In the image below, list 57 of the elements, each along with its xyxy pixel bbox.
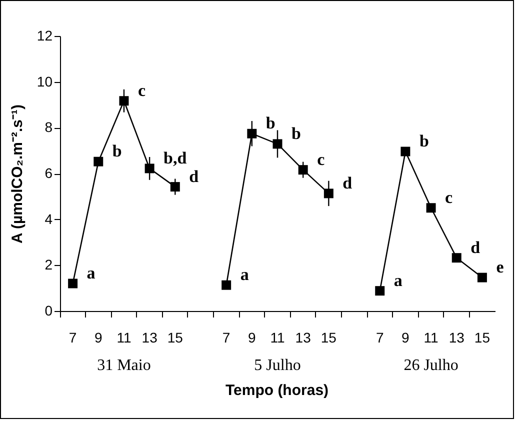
- y-tick-label: 6: [44, 165, 53, 181]
- x-tick-label: 13: [448, 330, 465, 346]
- x-tick-label: 9: [94, 330, 102, 346]
- data-label: b: [292, 124, 301, 143]
- point: [119, 96, 129, 106]
- point: [324, 188, 334, 198]
- point: [272, 139, 282, 149]
- point: [170, 182, 180, 192]
- point: [298, 165, 308, 175]
- y-tick-label: 2: [44, 256, 53, 273]
- x-tick-label: 9: [248, 330, 256, 346]
- data-label: b,d: [164, 148, 188, 168]
- data-label: d: [342, 173, 353, 192]
- y-tick-label: 10: [36, 73, 53, 90]
- point: [426, 203, 436, 213]
- data-label: a: [394, 270, 403, 290]
- y-tick-label: 0: [44, 302, 53, 318]
- x-tick-label: 15: [474, 330, 490, 346]
- point: [375, 286, 385, 296]
- x-tick-label: 15: [167, 330, 184, 346]
- data-label: d: [189, 166, 200, 186]
- point: [477, 272, 487, 282]
- x-tick-label: 7: [376, 330, 384, 346]
- text: 26 Julho: [404, 357, 458, 374]
- data-label: d: [470, 238, 481, 257]
- data-label: e: [496, 258, 504, 277]
- x-tick-label: 13: [295, 330, 312, 346]
- text: 5 Julho: [254, 357, 301, 374]
- x-axis-title: Tempo (horas): [225, 382, 329, 399]
- data-label: a: [86, 264, 96, 282]
- point: [452, 253, 462, 263]
- x-tick-label: 11: [116, 330, 132, 346]
- x-tick-label: 7: [68, 330, 77, 346]
- data-label: c: [317, 150, 326, 169]
- x-tick-label: 9: [402, 330, 410, 346]
- point: [247, 128, 257, 138]
- point: [400, 146, 410, 156]
- y-tick-label: 12: [36, 28, 53, 44]
- data-label: c: [138, 80, 146, 100]
- x-tick-label: 15: [320, 330, 337, 346]
- data-label: b: [112, 142, 122, 161]
- point: [68, 278, 78, 288]
- point: [94, 156, 104, 166]
- data-label: b: [419, 132, 429, 150]
- data-label: b: [266, 114, 276, 133]
- point: [144, 164, 154, 174]
- point: [222, 280, 232, 290]
- x-tick-label: 11: [270, 330, 285, 346]
- y-tick-label: 8: [44, 119, 53, 136]
- y-tick-label: 4: [44, 210, 53, 227]
- x-tick-label: 11: [424, 330, 439, 346]
- x-tick-label: 7: [222, 330, 230, 346]
- data-label: c: [445, 188, 454, 207]
- data-label: a: [240, 265, 250, 284]
- x-tick-label: 13: [142, 330, 158, 346]
- text: 31 Maio: [97, 357, 151, 374]
- y-axis-title: A (µmolCO₂.m⁻².s⁻¹): [8, 104, 26, 244]
